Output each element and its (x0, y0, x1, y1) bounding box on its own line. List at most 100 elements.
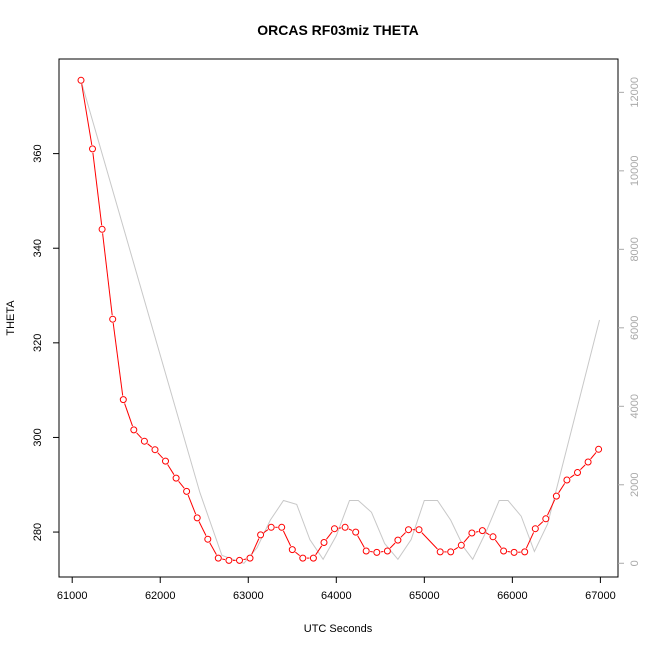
theta-point (394, 536, 402, 544)
theta-segment (187, 494, 197, 515)
theta-point (309, 554, 317, 562)
theta-segment (222, 558, 226, 561)
theta-segment (147, 443, 153, 448)
right-tick-label: 2000 (629, 473, 641, 497)
theta-point (183, 487, 191, 495)
secondary-series-line (80, 80, 600, 564)
theta-point (405, 526, 412, 534)
theta-segment (198, 521, 207, 536)
right-tick-label: 12000 (629, 77, 641, 108)
y-tick-label: 280 (32, 523, 44, 541)
theta-segment (243, 558, 247, 561)
theta-point (236, 556, 243, 564)
theta-point (246, 554, 254, 562)
right-tick-label: 0 (629, 560, 641, 566)
theta-segment (124, 403, 133, 427)
plot-frame (58, 58, 619, 578)
theta-point (193, 514, 201, 522)
theta-point (119, 396, 127, 404)
theta-point (542, 515, 550, 523)
theta-segment (475, 531, 479, 533)
theta-segment (157, 452, 164, 459)
theta-point (288, 546, 296, 554)
theta-point (500, 547, 508, 555)
y-tick-label: 320 (32, 334, 44, 352)
theta-segment (453, 546, 459, 551)
x-tick-label: 65000 (409, 590, 440, 602)
theta-point (468, 529, 476, 537)
theta-point (352, 528, 360, 536)
right-tick-label: 10000 (629, 156, 641, 187)
theta-point (563, 476, 571, 484)
theta-segment (463, 535, 470, 543)
theta-point (130, 426, 138, 434)
theta-point (574, 469, 581, 476)
y-tick-label: 300 (32, 428, 44, 446)
theta-point (510, 548, 518, 556)
theta-point (436, 548, 444, 556)
theta-point (457, 541, 465, 549)
x-tick-label: 61000 (57, 590, 88, 602)
theta-point (151, 446, 159, 454)
y-axis: 280 300 320 340 360 (32, 144, 59, 541)
theta-point (362, 547, 370, 555)
theta-segment (81, 84, 93, 145)
theta-point (478, 527, 486, 535)
theta-segment (326, 531, 333, 540)
theta-point (595, 445, 603, 453)
theta-point (267, 523, 275, 531)
theta-point (489, 533, 497, 541)
secondary-series (80, 80, 600, 564)
y-tick-label: 340 (32, 239, 44, 257)
theta-segment (537, 521, 544, 527)
theta-point (214, 554, 222, 562)
theta-segment (263, 529, 269, 534)
theta-segment (102, 233, 113, 316)
theta-point (584, 458, 592, 466)
theta-segment (282, 530, 292, 547)
theta-segment (136, 432, 143, 439)
theta-segment (485, 532, 490, 536)
theta-point (278, 523, 286, 531)
y-axis-label: THETA (5, 300, 17, 336)
theta-segment (389, 542, 396, 549)
theta-segment (251, 538, 260, 555)
theta-point (373, 548, 381, 556)
theta-point (98, 225, 106, 233)
right-tick-label: 4000 (629, 394, 641, 418)
theta-point (383, 547, 391, 555)
theta-segment (209, 542, 217, 555)
theta-point (140, 437, 148, 445)
x-tick-label: 64000 (321, 590, 352, 602)
theta-point (552, 492, 560, 500)
theta-segment (400, 532, 406, 538)
chart-title: ORCAS RF03miz THETA (257, 22, 419, 38)
theta-segment (178, 480, 185, 489)
theta-segment (112, 323, 124, 396)
theta-point (204, 535, 212, 543)
theta-point (341, 523, 349, 531)
theta-point (531, 525, 539, 533)
x-tick-label: 66000 (497, 590, 528, 602)
theta-point (331, 525, 338, 533)
theta-point (172, 474, 180, 482)
theta-point (415, 526, 423, 534)
right-axis: 0 2000 4000 6000 8000 10000 12000 (618, 77, 641, 566)
theta-point (162, 457, 169, 465)
theta-point (257, 531, 265, 539)
theta-segment (295, 551, 301, 556)
theta-segment (569, 474, 575, 479)
theta-point (89, 145, 96, 153)
x-axis-label: UTC Seconds (304, 623, 373, 635)
theta-segment (494, 539, 502, 549)
theta-segment (348, 528, 353, 531)
theta-point (447, 548, 455, 556)
theta-segment (580, 464, 586, 470)
theta-point (109, 315, 117, 323)
x-tick-label: 63000 (233, 590, 264, 602)
theta-segment (421, 532, 438, 550)
theta-segment (558, 483, 566, 494)
theta-segment (525, 532, 535, 549)
theta-point (320, 539, 328, 546)
